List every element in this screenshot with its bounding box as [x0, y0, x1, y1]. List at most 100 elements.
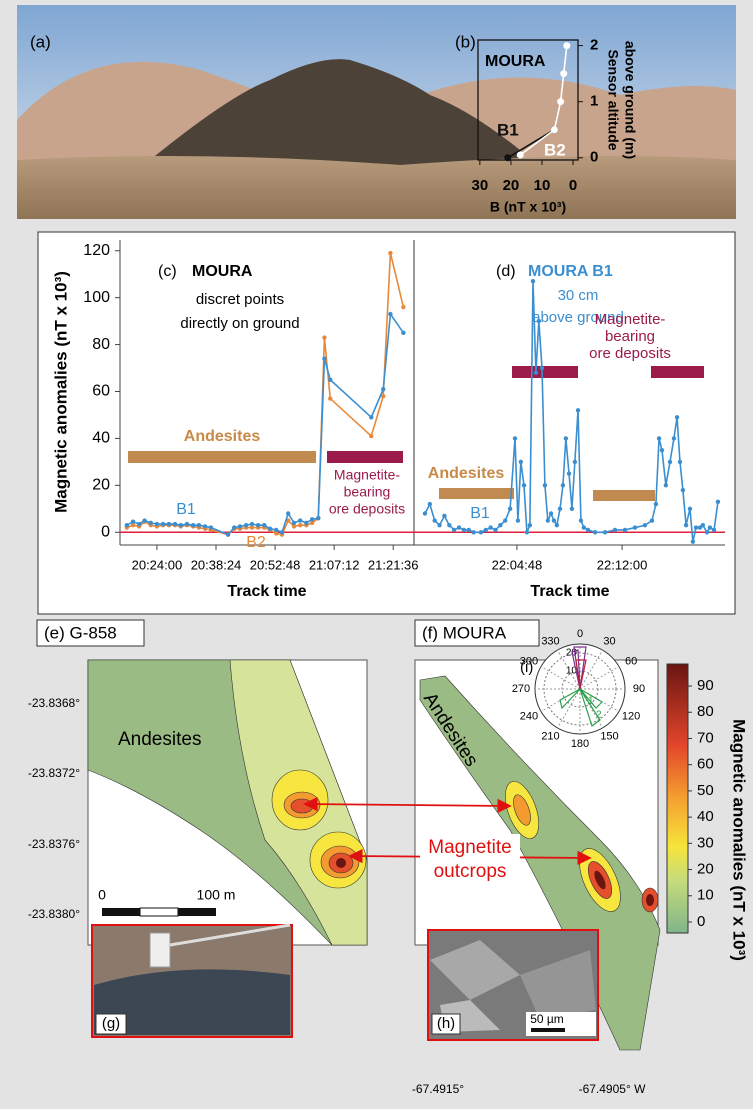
y-axis-label: Magnetic anomalies (nT x 10³): [51, 271, 70, 513]
data-point: [209, 525, 213, 529]
data-point: [528, 523, 532, 527]
colorbar-tick-label: 30: [697, 834, 714, 851]
data-point: [256, 523, 260, 527]
panel-subtitle: 30 cm: [558, 287, 599, 304]
andesites-bar: [593, 490, 655, 501]
data-point: [691, 539, 695, 543]
y-tick-label: 20: [92, 477, 110, 494]
data-point: [503, 518, 507, 522]
data-point: [701, 523, 705, 527]
data-point: [471, 530, 475, 534]
data-point: [534, 371, 538, 375]
colorbar-tick-label: 60: [697, 756, 714, 773]
scale-label: 100 m: [197, 887, 236, 903]
data-point: [688, 507, 692, 511]
angle-label: 180: [571, 738, 589, 750]
data-point: [560, 70, 567, 77]
data-point: [149, 521, 153, 525]
y-tick-label: 1: [590, 93, 598, 110]
y-tick-label: -23.8376°: [28, 837, 80, 851]
data-point: [657, 436, 661, 440]
data-point: [576, 408, 580, 412]
angle-label: 240: [520, 710, 538, 722]
x-tick-label: 21:07:12: [309, 557, 360, 572]
ore-bar: [651, 366, 704, 378]
data-point: [173, 522, 177, 526]
y-tick-label: -23.8368°: [28, 696, 80, 710]
data-point: [716, 500, 720, 504]
data-point: [570, 507, 574, 511]
contour: [336, 858, 346, 868]
panel-subtitle: directly on ground: [180, 315, 299, 332]
panel-label: (h): [437, 1015, 455, 1032]
colorbar-tick-label: 20: [697, 861, 714, 878]
data-point: [401, 331, 405, 335]
data-point: [381, 387, 385, 391]
x-tick-label: 21:21:36: [368, 557, 419, 572]
colorbar-tick-label: 90: [697, 677, 714, 694]
data-point: [298, 523, 302, 527]
data-point: [586, 528, 590, 532]
x-tick-label: 30: [472, 177, 489, 194]
y-tick-label: 2: [590, 37, 598, 54]
y-tick-label: 40: [92, 430, 110, 447]
data-point: [678, 460, 682, 464]
data-point: [551, 126, 558, 133]
data-point: [549, 511, 553, 515]
panel-label: (g): [102, 1015, 120, 1032]
y-tick-label: 100: [83, 289, 110, 306]
data-point: [280, 530, 284, 534]
y-tick-label: -23.8380°: [28, 907, 80, 921]
data-point: [447, 523, 451, 527]
data-point: [563, 42, 570, 49]
annotation: bearing: [605, 328, 655, 345]
annotation: ore deposits: [589, 345, 671, 362]
data-point: [428, 502, 432, 506]
panel-label: (d): [496, 263, 516, 280]
data-point: [452, 528, 456, 532]
andesites-bar: [439, 488, 514, 499]
data-point: [540, 366, 544, 370]
y-tick-label: 120: [83, 242, 110, 259]
annotation: Magnetite-: [595, 311, 666, 328]
data-point: [508, 507, 512, 511]
colorbar: [667, 664, 688, 933]
scale-bar: [178, 908, 216, 916]
scale-bar: [140, 908, 178, 916]
series-label: B2: [246, 534, 266, 551]
y-axis-label: above ground (m): [622, 41, 638, 159]
angle-label: 150: [600, 731, 618, 743]
panel-label: (a): [30, 32, 51, 51]
annotation: outcrops: [434, 861, 507, 882]
angle-label: 120: [622, 710, 640, 722]
data-point: [681, 488, 685, 492]
contour: [291, 799, 313, 813]
data-point: [694, 525, 698, 529]
data-point: [525, 530, 529, 534]
series-label: B2: [544, 140, 566, 159]
data-point: [369, 415, 373, 419]
data-point: [423, 511, 427, 515]
y-tick-label: -23.8372°: [28, 766, 80, 780]
data-point: [304, 521, 308, 525]
data-point: [432, 518, 436, 522]
panel-label: (f) MOURA: [422, 623, 507, 642]
panel-label: (e) G-858: [44, 623, 117, 642]
page: { "panel_a": {"label": "(a)"}, "panel_b"…: [0, 0, 753, 1109]
series-label: B1: [470, 505, 490, 522]
inset-title: MOURA: [485, 53, 546, 70]
data-point: [488, 525, 492, 529]
data-point: [155, 522, 159, 526]
data-point: [274, 528, 278, 532]
scale-bar: [531, 1028, 565, 1032]
angle-label: 210: [541, 731, 559, 743]
data-point: [552, 518, 556, 522]
data-point: [467, 528, 471, 532]
colorbar-label: Magnetic anomalies (nT x 10³): [730, 719, 749, 961]
x-axis-label: Track time: [530, 583, 609, 600]
figure: (a) (b) MOURA B (nT x 10³) Sensor altitu…: [0, 0, 753, 1104]
y-axis-label: Sensor altitude: [605, 49, 621, 150]
data-point: [504, 154, 511, 161]
unit-label: Andesites: [118, 729, 201, 750]
colorbar-tick-label: 70: [697, 729, 714, 746]
